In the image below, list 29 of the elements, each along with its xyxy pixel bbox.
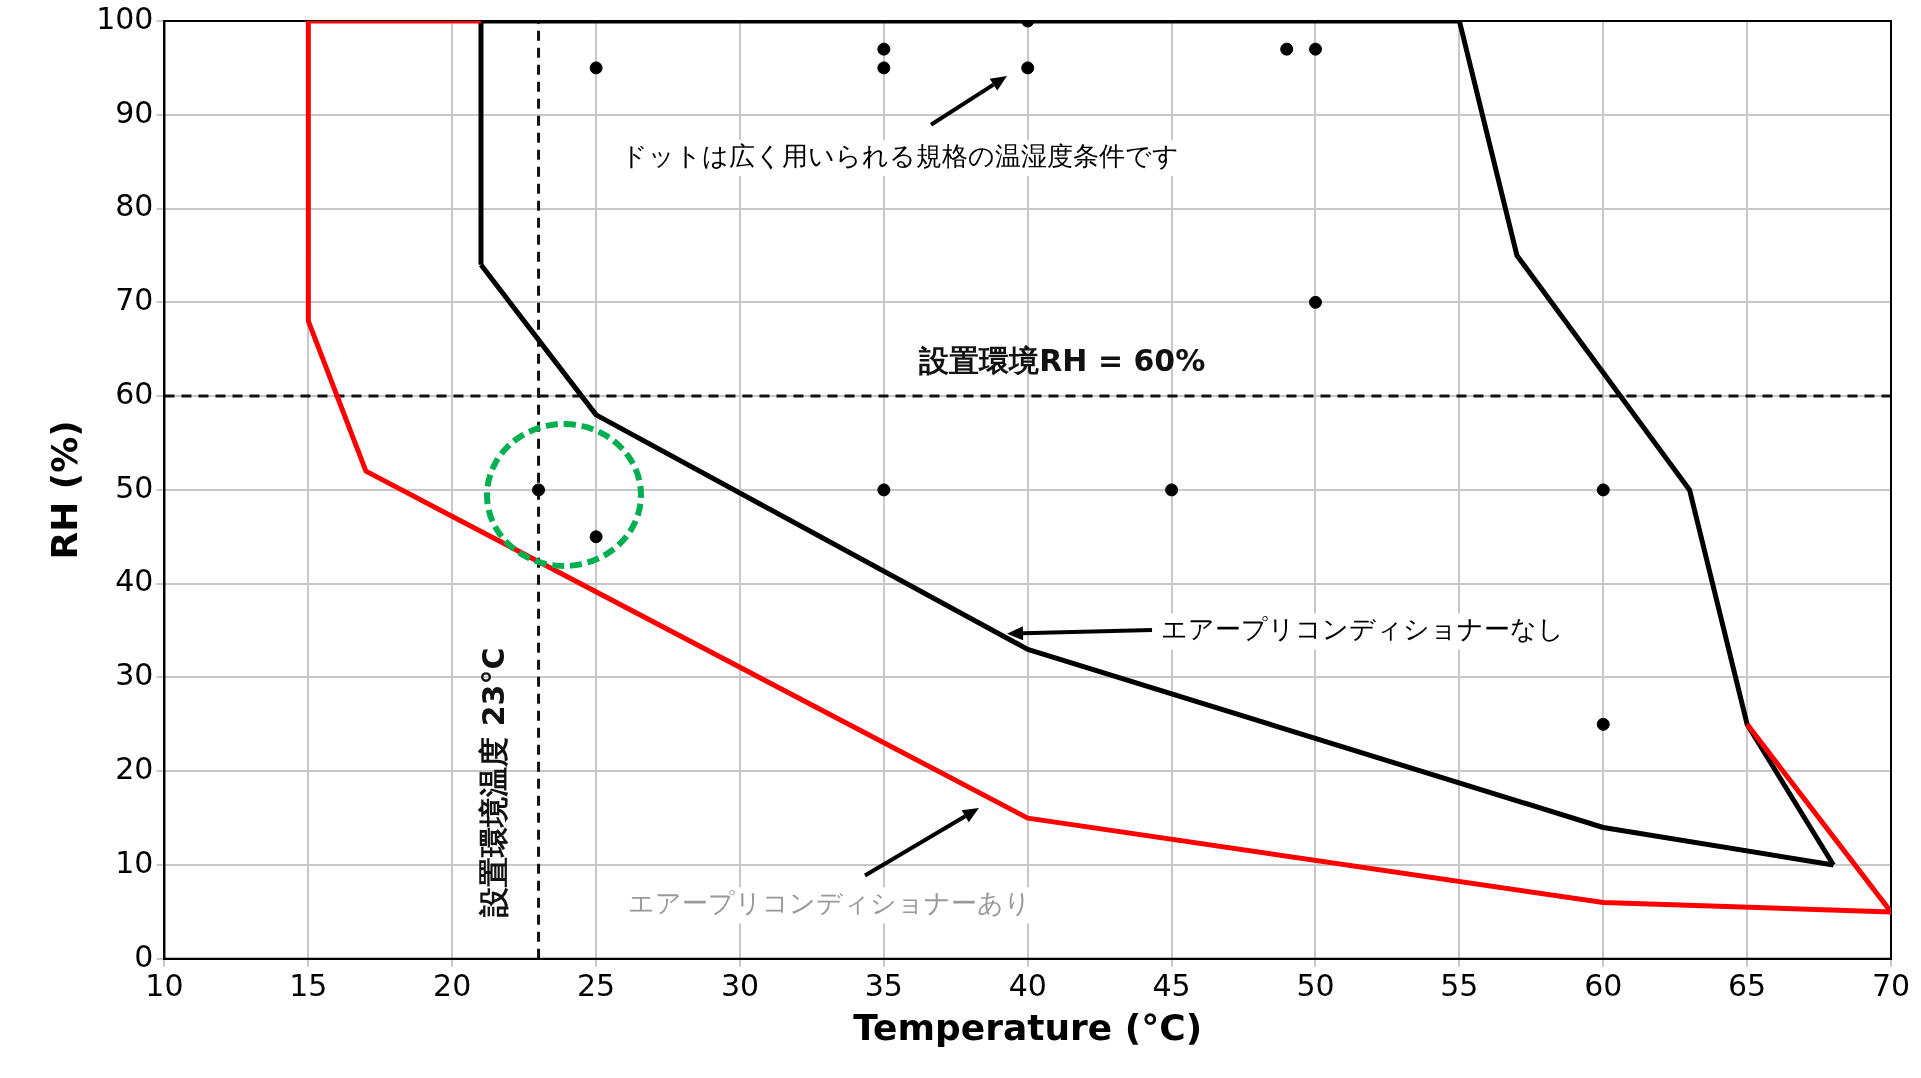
- x-tick-label: 60: [1584, 967, 1623, 1003]
- y-tick-label: 70: [115, 282, 154, 318]
- x-tick-label: 30: [720, 967, 760, 1003]
- ref-line-label: 設置環境温度 23°C: [476, 647, 512, 918]
- x-tick-label: 35: [864, 967, 903, 1003]
- x-tick-label: 20: [433, 967, 472, 1003]
- y-tick-label: 50: [115, 469, 154, 505]
- y-axis-title: RH (%): [43, 420, 85, 560]
- x-axis-title: Temperature (°C): [853, 1006, 1203, 1048]
- x-tick-label: 70: [1871, 967, 1911, 1003]
- y-tick-label: 20: [115, 751, 154, 787]
- annotation: エアープリコンディショナーあり: [627, 888, 1031, 919]
- y-tick-label: 60: [115, 375, 154, 411]
- annotation: ドットは広く用いられる規格の温湿度条件です: [620, 140, 1179, 171]
- x-tick-label: 45: [1152, 967, 1191, 1003]
- x-tick-label: 55: [1440, 967, 1479, 1003]
- x-tick-label: 15: [289, 967, 328, 1003]
- y-tick-label: 100: [96, 0, 154, 36]
- x-tick-label: 40: [1008, 967, 1047, 1003]
- y-tick-label: 40: [115, 563, 154, 599]
- y-tick-label: 10: [115, 844, 154, 880]
- x-tick-label: 65: [1728, 967, 1767, 1003]
- annotation: エアープリコンディショナーなし: [1160, 614, 1564, 645]
- x-tick-label: 50: [1296, 967, 1335, 1003]
- y-tick-label: 30: [115, 657, 154, 693]
- y-tick-label: 80: [115, 188, 154, 224]
- x-tick-label: 25: [577, 967, 616, 1003]
- y-tick-label: 90: [115, 94, 154, 130]
- ref-line-label: 設置環境RH = 60%: [918, 342, 1206, 378]
